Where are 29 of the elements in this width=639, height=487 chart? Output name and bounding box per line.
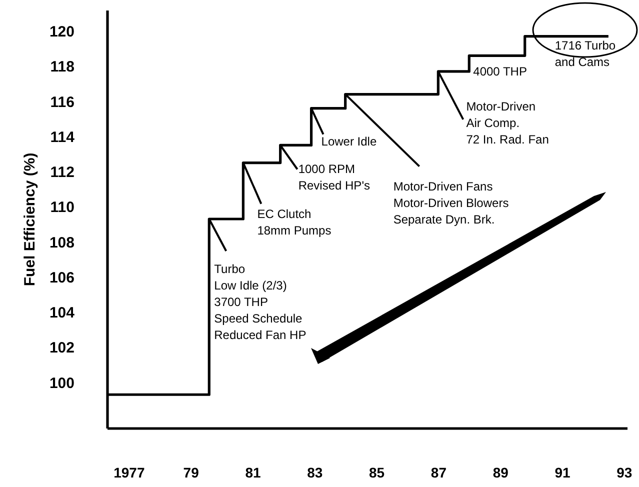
y-tick-label: 120 — [49, 24, 74, 41]
y-tick-label: 104 — [49, 304, 76, 322]
x-tick-label: 87 — [430, 464, 447, 480]
x-tick-label: 89 — [492, 464, 509, 480]
x-tick-label: 91 — [554, 464, 570, 480]
y-tick-label: 106 — [49, 269, 74, 286]
x-tick-label: 85 — [368, 464, 385, 480]
x-tick-label: 1977 — [114, 464, 145, 480]
annotation: EC Clutch 18mm Pumps — [257, 206, 332, 238]
y-tick-label: 118 — [50, 58, 74, 76]
x-tick-label: 83 — [307, 464, 323, 480]
x-tick-label: 79 — [183, 464, 200, 480]
annotation: 1000 RPM Revised HP's — [298, 162, 370, 193]
y-tick-label: 102 — [49, 340, 74, 357]
y-tick-label: 114 — [50, 128, 76, 146]
annotation: Lower Idle — [321, 134, 377, 148]
y-tick-label: 108 — [49, 234, 74, 252]
annotation: Motor-Driven Air Comp. 72 In. Rad. Fan — [466, 99, 549, 146]
y-tick-label: 112 — [50, 164, 74, 182]
annotation: 1716 Turbo and Cams — [554, 38, 616, 69]
y-tick-label: 100 — [49, 374, 74, 392]
annotation: 4000 THP — [473, 64, 527, 79]
y-axis-title: Fuel Efficiency (%) — [21, 152, 38, 286]
annotation: Motor-Driven Fans Motor-Driven Blowers Separate Dyn. Brk. — [393, 179, 509, 226]
y-tick-label: 116 — [50, 94, 74, 111]
x-tick-label: 81 — [245, 464, 261, 480]
x-tick-label: 93 — [616, 464, 632, 480]
annotation: Turbo Low Idle (2/3) 3700 THP Speed Schedule Reduced Fan HP — [214, 262, 306, 342]
y-tick-label: 110 — [50, 199, 74, 216]
